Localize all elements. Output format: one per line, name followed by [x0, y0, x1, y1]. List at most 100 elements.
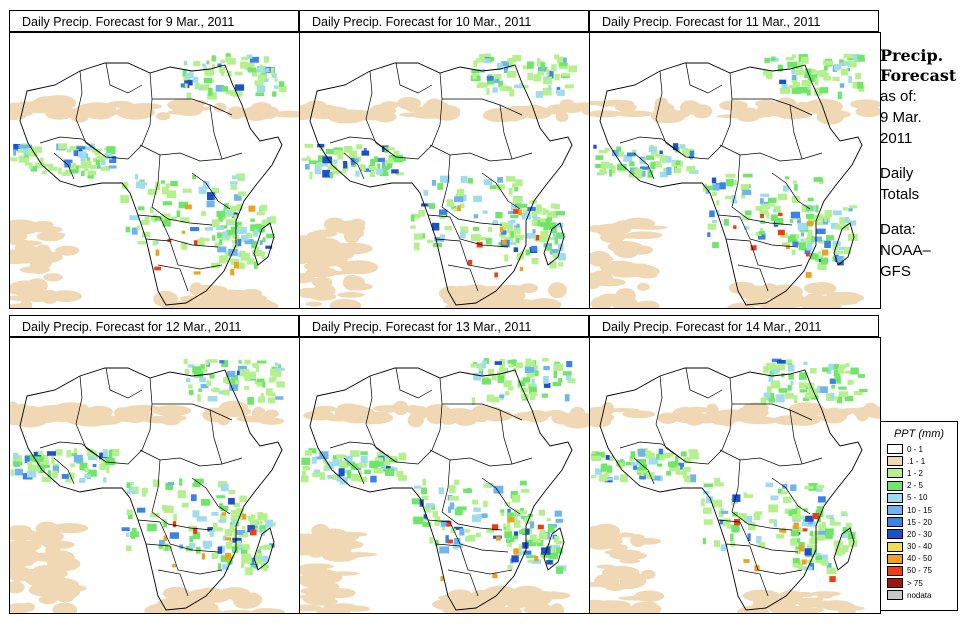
- precip-cell: [241, 56, 249, 61]
- precip-cell: [125, 532, 130, 537]
- precip-cell: [817, 214, 824, 221]
- precip-cell: [437, 183, 443, 190]
- precip-cell: [79, 463, 86, 471]
- africa-map-svg: [10, 53, 300, 308]
- precip-blob: [548, 282, 567, 299]
- precip-cell: [108, 449, 113, 457]
- precip-cell: [493, 485, 504, 494]
- precip-blob: [820, 408, 852, 418]
- precip-cell: [369, 165, 376, 171]
- precip-cell: [650, 162, 656, 170]
- precip-blob: [102, 107, 118, 117]
- precip-cell: [312, 472, 321, 478]
- precip-cell: [686, 165, 696, 172]
- precip-cell: [332, 170, 342, 175]
- precip-cell: [477, 513, 482, 520]
- precip-cell: [109, 155, 117, 164]
- precip-cell: [826, 562, 832, 570]
- precip-cell: [808, 74, 818, 82]
- precip-blob: [728, 281, 757, 295]
- precip-cell: [182, 188, 192, 193]
- precip-cell: [847, 56, 856, 61]
- precip-cell: [554, 510, 562, 517]
- precip-blob: [807, 282, 837, 295]
- precip-cell: [127, 514, 133, 520]
- precip-cell: [500, 366, 505, 371]
- precip-cell: [776, 359, 786, 364]
- precip-cell: [513, 84, 524, 89]
- precip-cell: [237, 513, 246, 520]
- precip-blob: [300, 573, 322, 588]
- precip-cell: [647, 170, 653, 178]
- precip-cell: [497, 177, 503, 183]
- country-border: [499, 409, 513, 465]
- precip-cell: [391, 169, 399, 174]
- precip-blob: [616, 582, 640, 590]
- precip-cell: [233, 214, 238, 222]
- precip-cell: [738, 513, 747, 521]
- precip-cell-intense: [822, 249, 829, 256]
- precip-cell: [538, 509, 545, 516]
- precip-cell: [337, 152, 344, 160]
- precip-cell-intense: [193, 527, 198, 534]
- panel-title: Daily Precip. Forecast for 9 Mar., 2011: [9, 10, 299, 32]
- precip-cell: [514, 186, 519, 192]
- precip-blob: [693, 413, 732, 419]
- precip-cell: [346, 471, 352, 479]
- precip-cell: [14, 468, 23, 476]
- precip-cell: [223, 203, 229, 211]
- country-border: [789, 409, 803, 465]
- precip-blob: [369, 104, 392, 119]
- precip-cell: [533, 74, 542, 82]
- precip-cell: [84, 467, 89, 472]
- precip-cell: [500, 396, 504, 401]
- precip-blob: [598, 256, 614, 262]
- precip-cell: [847, 532, 854, 540]
- country-border: [725, 238, 803, 270]
- precip-cell: [516, 253, 522, 261]
- precip-blob: [213, 102, 227, 113]
- precip-cell: [785, 359, 793, 365]
- precip-cell: [170, 181, 178, 187]
- precip-cell: [857, 374, 866, 378]
- precip-cell: [839, 83, 845, 88]
- precip-cell: [712, 499, 723, 508]
- precip-cell: [65, 476, 72, 483]
- precip-cell: [494, 78, 500, 83]
- precip-cell: [163, 522, 167, 528]
- precip-cell: [591, 451, 599, 455]
- precip-cell: [534, 207, 542, 214]
- coastline: [599, 367, 863, 611]
- precip-cell: [803, 508, 808, 513]
- precip-cell: [824, 215, 828, 222]
- precip-cell: [554, 237, 558, 245]
- asof-date-line1: 9 Mar.: [880, 109, 922, 126]
- precip-cell: [849, 220, 857, 226]
- country-border: [447, 569, 479, 597]
- precip-cell: [434, 539, 439, 546]
- country-border: [441, 459, 503, 531]
- precip-cell: [18, 155, 26, 163]
- precip-cell: [246, 54, 253, 59]
- precip-cell: [255, 528, 261, 532]
- precip-cell: [818, 530, 826, 536]
- precip-cell: [821, 521, 826, 529]
- precip-cell: [782, 87, 791, 93]
- precip-blob: [590, 296, 613, 308]
- precip-cell: [520, 529, 527, 533]
- country-border: [719, 144, 823, 162]
- precip-cell: [595, 451, 605, 458]
- precip-cell: [24, 157, 30, 166]
- precip-cell: [791, 54, 797, 58]
- precip-cell: [492, 87, 498, 93]
- precip-blob: [503, 289, 520, 302]
- precip-cell: [220, 483, 229, 492]
- precip-blob: [46, 412, 74, 422]
- precip-blob: [321, 550, 358, 562]
- precip-cell: [247, 67, 257, 73]
- precip-cell: [748, 522, 756, 531]
- precip-cell: [263, 567, 268, 572]
- precip-cell: [453, 526, 463, 530]
- precip-cell: [84, 473, 92, 479]
- precip-cell: [807, 83, 811, 90]
